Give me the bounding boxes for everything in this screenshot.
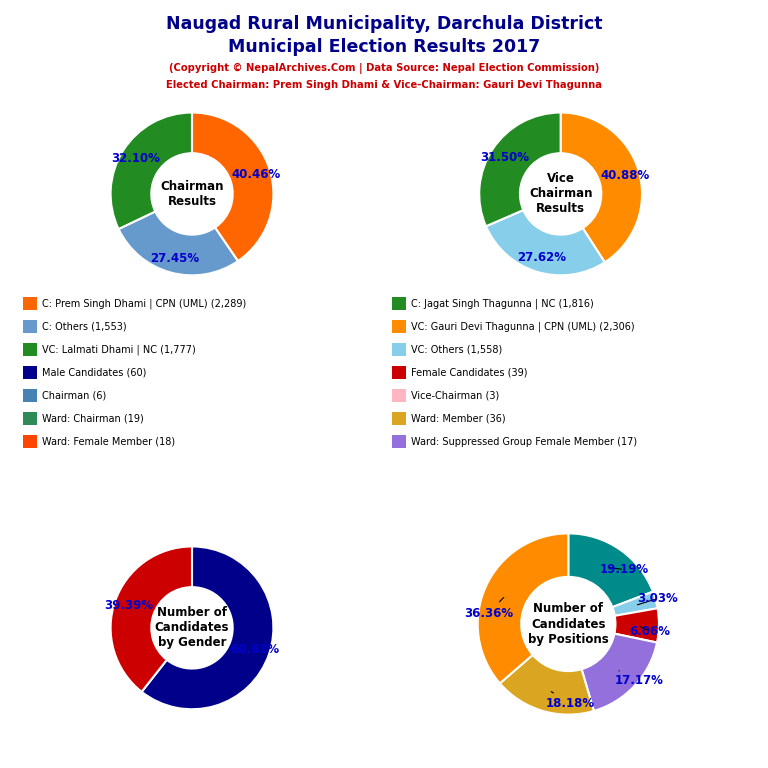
Text: Ward: Suppressed Group Female Member (17): Ward: Suppressed Group Female Member (17…	[411, 436, 637, 447]
Text: Ward: Chairman (19): Ward: Chairman (19)	[42, 413, 144, 424]
Text: Male Candidates (60): Male Candidates (60)	[42, 367, 147, 378]
Text: (Copyright © NepalArchives.Com | Data Source: Nepal Election Commission): (Copyright © NepalArchives.Com | Data So…	[169, 63, 599, 74]
Wedge shape	[478, 533, 568, 684]
Wedge shape	[561, 112, 642, 263]
Text: VC: Gauri Devi Thagunna | CPN (UML) (2,306): VC: Gauri Devi Thagunna | CPN (UML) (2,3…	[411, 321, 634, 332]
Text: 3.03%: 3.03%	[637, 592, 677, 605]
Text: Chairman
Results: Chairman Results	[161, 180, 223, 208]
Wedge shape	[500, 655, 594, 714]
Wedge shape	[192, 112, 273, 261]
Text: Chairman (6): Chairman (6)	[42, 390, 107, 401]
Text: Vice
Chairman
Results: Vice Chairman Results	[529, 173, 592, 215]
Text: Municipal Election Results 2017: Municipal Election Results 2017	[228, 38, 540, 56]
Wedge shape	[479, 112, 561, 227]
Text: Naugad Rural Municipality, Darchula District: Naugad Rural Municipality, Darchula Dist…	[166, 15, 602, 33]
Wedge shape	[118, 211, 238, 275]
Text: Female Candidates (39): Female Candidates (39)	[411, 367, 528, 378]
Text: 39.39%: 39.39%	[104, 600, 154, 613]
Wedge shape	[581, 634, 657, 711]
Text: 31.50%: 31.50%	[480, 151, 529, 164]
Text: 27.45%: 27.45%	[150, 252, 199, 265]
Wedge shape	[111, 112, 192, 229]
Text: Ward: Member (36): Ward: Member (36)	[411, 413, 505, 424]
Wedge shape	[614, 608, 659, 643]
Text: 18.18%: 18.18%	[545, 692, 594, 710]
Text: Number of
Candidates
by Positions: Number of Candidates by Positions	[528, 603, 609, 645]
Wedge shape	[486, 210, 604, 275]
Text: 36.36%: 36.36%	[464, 598, 513, 620]
Wedge shape	[111, 547, 192, 692]
Text: C: Jagat Singh Thagunna | NC (1,816): C: Jagat Singh Thagunna | NC (1,816)	[411, 298, 594, 309]
Text: 17.17%: 17.17%	[614, 670, 664, 687]
Text: 60.61%: 60.61%	[230, 643, 280, 656]
Text: 40.88%: 40.88%	[600, 168, 649, 181]
Text: 19.19%: 19.19%	[600, 563, 649, 576]
Wedge shape	[612, 591, 657, 616]
Wedge shape	[141, 547, 273, 709]
Text: 40.46%: 40.46%	[231, 167, 280, 180]
Text: C: Others (1,553): C: Others (1,553)	[42, 321, 127, 332]
Text: 6.06%: 6.06%	[630, 624, 670, 637]
Text: 32.10%: 32.10%	[111, 152, 160, 165]
Text: Number of
Candidates
by Gender: Number of Candidates by Gender	[154, 607, 230, 649]
Text: Ward: Female Member (18): Ward: Female Member (18)	[42, 436, 175, 447]
Text: Vice-Chairman (3): Vice-Chairman (3)	[411, 390, 499, 401]
Text: 27.62%: 27.62%	[517, 251, 566, 264]
Text: VC: Others (1,558): VC: Others (1,558)	[411, 344, 502, 355]
Text: C: Prem Singh Dhami | CPN (UML) (2,289): C: Prem Singh Dhami | CPN (UML) (2,289)	[42, 298, 247, 309]
Text: VC: Lalmati Dhami | NC (1,777): VC: Lalmati Dhami | NC (1,777)	[42, 344, 196, 355]
Text: Elected Chairman: Prem Singh Dhami & Vice-Chairman: Gauri Devi Thagunna: Elected Chairman: Prem Singh Dhami & Vic…	[166, 80, 602, 90]
Wedge shape	[568, 533, 653, 607]
